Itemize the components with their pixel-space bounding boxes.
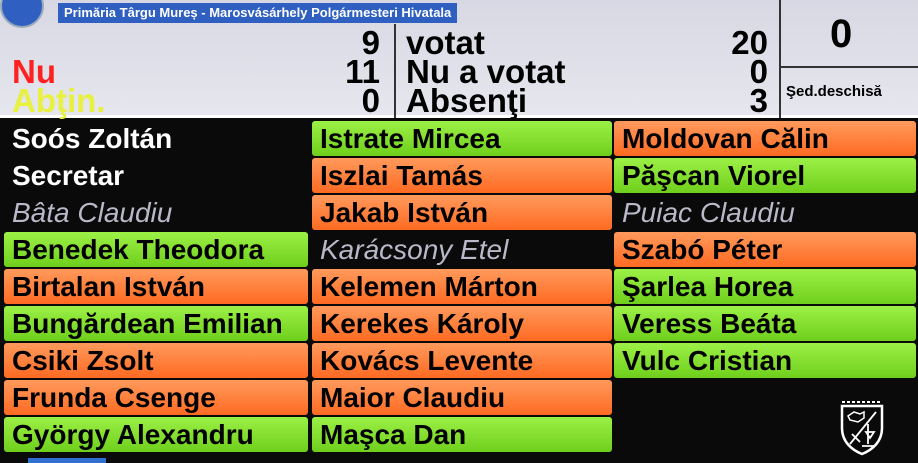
councillor-chair: Secretar [12,160,125,191]
councillor-for: Bungărdean Emilian [4,306,308,341]
nu-a-votat-label: Nu a votat [406,53,566,90]
nu-label: Nu [12,53,56,90]
vote-tally-panel: 9 Nu 11 Abţin. 0 votat 20 Nu a votat 0 A… [0,0,918,118]
coat-of-arms-icon [840,401,884,456]
right-count: 0 [830,12,853,56]
session-status: Şed.deschisă [786,83,882,100]
councillor-for: Şarlea Horea [614,269,916,304]
councillor-for: Veress Beáta [614,306,916,341]
councillor-against: Csiki Zsolt [4,343,308,378]
councillor-against: Moldovan Călin [614,121,916,156]
councillor-for: Maşca Dan [312,417,612,452]
absenti-label: Absenţi [406,82,528,119]
votat-count: 20 [731,24,768,61]
da-count: 9 [361,24,380,61]
channel-banner: Primăria Târgu Mureș - Marosvásárhely Po… [58,3,458,23]
councillor-for: Benedek Theodora [4,232,308,267]
councillor-against: Kovács Levente [312,343,612,378]
councillor-chair: Soós Zoltán [12,123,173,154]
councillor-against: Szabó Péter [614,232,916,267]
councillor-absent: Puiac Claudiu [622,197,795,228]
councillor-against: Kelemen Márton [312,269,612,304]
councillor-for: Vulc Cristian [614,343,916,378]
councillor-against: Jakab István [312,195,612,230]
councillor-for: Păşcan Viorel [614,158,916,193]
councillor-against: Maior Claudiu [312,380,612,415]
abtin-label: Abţin. [12,82,106,119]
nu-a-votat-count: 0 [749,53,768,90]
councillor-against: Iszlai Tamás [312,158,612,193]
absenti-count: 3 [749,82,768,119]
councillor-against: Frunda Csenge [4,380,308,415]
progress-bar [28,458,106,463]
abtin-count: 0 [361,82,380,119]
councillor-against: Kerekes Károly [312,306,612,341]
councillor-for: György Alexandru [4,417,308,452]
nu-count: 11 [345,53,380,90]
councillor-absent: Bâta Claudiu [12,197,173,228]
votat-label: votat [406,24,485,61]
councillor-against: Birtalan István [4,269,308,304]
councillor-for: Istrate Mircea [312,121,612,156]
councillor-absent: Karácsony Etel [320,234,509,265]
